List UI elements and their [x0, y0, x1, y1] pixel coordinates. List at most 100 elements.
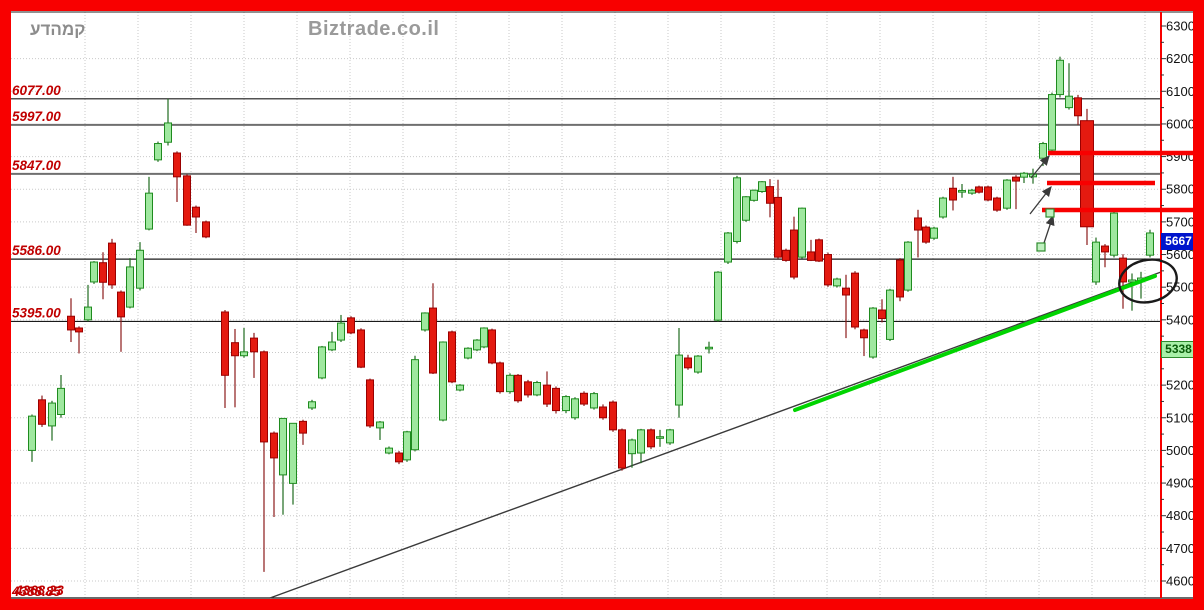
candle	[790, 216, 798, 280]
candle	[666, 428, 674, 445]
red-frame-bottom	[0, 599, 1204, 610]
candle	[807, 239, 815, 262]
candle	[473, 339, 481, 352]
axis-tick-label: 5800	[1166, 182, 1195, 197]
candle	[684, 354, 692, 370]
candle	[90, 261, 98, 284]
axis-tick-label: 4800	[1166, 508, 1195, 523]
candle	[782, 248, 790, 262]
candle	[250, 332, 258, 378]
level-label: 5586.00	[12, 243, 61, 258]
candle	[299, 419, 307, 445]
candle	[1074, 94, 1082, 125]
candle	[202, 220, 210, 239]
candle	[279, 417, 287, 515]
anchor-marker	[1045, 208, 1055, 218]
candle	[609, 400, 617, 432]
candle	[869, 307, 877, 359]
candle	[1080, 108, 1094, 246]
candle	[439, 341, 447, 422]
axis-tick-label: 4600	[1166, 574, 1195, 589]
candle	[543, 371, 551, 407]
candle	[637, 428, 645, 464]
bottom-level-label: 4388.85	[11, 584, 61, 599]
candle	[192, 205, 200, 233]
candle	[824, 252, 832, 287]
candle	[496, 361, 504, 394]
candle	[376, 421, 384, 440]
candle	[958, 184, 966, 198]
anchor-marker	[1036, 242, 1046, 252]
level-label: 6077.00	[12, 83, 61, 98]
candle	[75, 326, 83, 354]
candle	[429, 283, 437, 375]
price-axis: 6300620061006000590058005700560055005400…	[1160, 12, 1195, 598]
anchor-markers	[1036, 208, 1055, 252]
candle	[968, 188, 976, 195]
axis-tick-label: 5100	[1166, 410, 1195, 425]
candle	[886, 288, 894, 342]
candle	[173, 151, 181, 202]
axis-tick-label: 5600	[1166, 247, 1195, 262]
level-label: 5395.00	[12, 305, 61, 320]
candle	[975, 185, 983, 194]
red-frame-top	[0, 0, 1204, 11]
annotation-arrows	[1029, 154, 1055, 247]
candlesticks	[28, 56, 1154, 572]
annotation-arrow	[1042, 214, 1055, 247]
candle	[815, 238, 823, 263]
candle	[949, 176, 957, 211]
axis-tick-label: 5000	[1166, 443, 1195, 458]
axis-tick-label: 4700	[1166, 541, 1195, 556]
plot-borders	[11, 11, 1193, 599]
candle	[464, 347, 472, 360]
candle	[28, 414, 36, 462]
bottom-level-label: 4368.23	[14, 583, 64, 598]
red-frame-left	[0, 0, 11, 610]
axis-tick-label: 6000	[1166, 116, 1195, 131]
level-lines: 6077.00 5997.00 5847.00 5586.00 5395.00	[11, 83, 1161, 323]
candle	[183, 174, 191, 226]
candle	[590, 391, 598, 410]
candle	[562, 395, 570, 414]
candle	[514, 374, 522, 403]
candle	[260, 350, 268, 572]
candle	[766, 179, 774, 218]
candle	[366, 378, 374, 428]
candle	[1056, 56, 1064, 98]
candle	[984, 185, 992, 202]
candle	[552, 386, 560, 414]
candle	[506, 373, 514, 394]
axis-tick-label: 6200	[1166, 51, 1195, 66]
candle	[930, 226, 938, 240]
candle	[221, 310, 229, 408]
support-trendline	[793, 274, 1157, 412]
candle	[117, 290, 125, 352]
candle	[1128, 273, 1136, 311]
highlight-ellipse	[1118, 258, 1178, 304]
candle	[240, 327, 248, 358]
candle	[860, 328, 868, 357]
candle	[67, 298, 75, 343]
vertical-gridlines	[84, 12, 1146, 598]
candle	[448, 330, 456, 384]
candle	[618, 428, 626, 471]
candle	[694, 355, 702, 374]
candle	[914, 209, 922, 258]
horizontal-gridlines	[11, 58, 1161, 582]
candle	[126, 258, 134, 309]
axis-tick-label: 5200	[1166, 378, 1195, 393]
candle	[675, 327, 683, 418]
candle	[357, 328, 365, 369]
candle	[337, 314, 345, 343]
candle	[385, 446, 393, 455]
axis-tick-label: 6300	[1166, 19, 1195, 34]
candle	[154, 141, 162, 162]
candle	[993, 196, 1001, 212]
candle	[1137, 271, 1145, 299]
level-label: 5847.00	[12, 158, 61, 173]
candle	[347, 316, 355, 335]
candle	[833, 277, 841, 288]
